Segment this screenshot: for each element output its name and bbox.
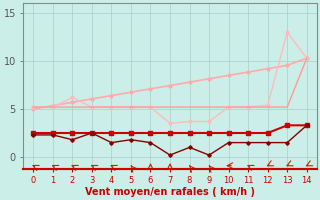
X-axis label: Vent moyen/en rafales ( km/h ): Vent moyen/en rafales ( km/h )	[85, 187, 255, 197]
